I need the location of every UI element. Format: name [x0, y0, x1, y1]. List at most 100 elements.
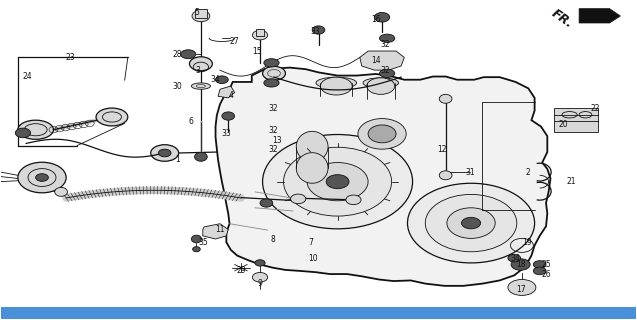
Ellipse shape — [346, 195, 361, 204]
Text: 32: 32 — [380, 40, 390, 49]
Ellipse shape — [316, 77, 357, 89]
Bar — [1, 307, 636, 319]
Polygon shape — [360, 51, 404, 70]
Text: 32: 32 — [268, 104, 278, 113]
Ellipse shape — [307, 163, 368, 201]
Ellipse shape — [533, 267, 546, 275]
Text: 34: 34 — [211, 75, 220, 84]
Ellipse shape — [440, 94, 452, 103]
Text: 23: 23 — [66, 53, 75, 62]
Text: 13: 13 — [273, 136, 282, 145]
Ellipse shape — [380, 69, 395, 77]
Ellipse shape — [96, 108, 128, 126]
Text: 19: 19 — [522, 238, 532, 247]
Text: 6: 6 — [189, 116, 194, 126]
Text: 24: 24 — [22, 72, 32, 81]
Polygon shape — [579, 9, 620, 23]
Ellipse shape — [447, 208, 495, 238]
Text: 26: 26 — [541, 269, 551, 279]
Ellipse shape — [296, 131, 328, 162]
Polygon shape — [218, 86, 234, 98]
Text: 3: 3 — [196, 66, 200, 75]
Ellipse shape — [36, 174, 48, 181]
Ellipse shape — [363, 78, 399, 88]
Text: 34: 34 — [511, 254, 520, 263]
Ellipse shape — [222, 112, 234, 120]
Text: 33: 33 — [222, 129, 231, 138]
Text: 27: 27 — [230, 37, 240, 46]
Text: 5: 5 — [194, 8, 199, 17]
Ellipse shape — [508, 279, 536, 295]
Ellipse shape — [508, 254, 520, 262]
Ellipse shape — [15, 128, 31, 138]
Ellipse shape — [511, 259, 530, 270]
Bar — [554, 108, 598, 132]
Text: 20: 20 — [559, 120, 568, 129]
Text: 35: 35 — [198, 238, 208, 247]
Ellipse shape — [252, 272, 268, 282]
Ellipse shape — [260, 199, 273, 207]
Text: 21: 21 — [567, 177, 576, 186]
Ellipse shape — [296, 153, 328, 183]
Text: 2: 2 — [526, 168, 531, 177]
Ellipse shape — [189, 57, 212, 71]
Ellipse shape — [262, 66, 285, 80]
Ellipse shape — [262, 134, 413, 229]
Ellipse shape — [533, 261, 546, 268]
Ellipse shape — [255, 260, 265, 266]
Ellipse shape — [159, 149, 171, 157]
Ellipse shape — [180, 50, 196, 59]
Text: FR.: FR. — [548, 7, 575, 31]
Text: 4: 4 — [229, 91, 234, 100]
Text: 7: 7 — [308, 238, 313, 247]
Ellipse shape — [375, 12, 390, 22]
Text: 11: 11 — [215, 225, 225, 234]
Ellipse shape — [264, 79, 279, 87]
Text: 32: 32 — [268, 145, 278, 154]
Text: 30: 30 — [173, 82, 182, 91]
Ellipse shape — [462, 217, 480, 229]
Text: 32: 32 — [380, 66, 390, 75]
Bar — [194, 9, 207, 18]
Text: 16: 16 — [371, 15, 380, 24]
Ellipse shape — [194, 152, 207, 161]
Ellipse shape — [312, 26, 325, 34]
Ellipse shape — [191, 83, 210, 89]
Text: 29: 29 — [236, 266, 246, 276]
Text: 8: 8 — [270, 235, 275, 244]
Text: 22: 22 — [590, 104, 600, 113]
Ellipse shape — [326, 175, 349, 189]
Ellipse shape — [408, 183, 534, 263]
Ellipse shape — [320, 77, 352, 95]
Text: 32: 32 — [268, 126, 278, 135]
Text: 1: 1 — [175, 155, 180, 164]
Ellipse shape — [252, 30, 268, 40]
Ellipse shape — [18, 120, 54, 139]
Ellipse shape — [192, 247, 200, 252]
Bar — [255, 29, 264, 36]
Polygon shape — [203, 224, 228, 239]
Ellipse shape — [215, 76, 228, 84]
Ellipse shape — [380, 34, 395, 43]
Ellipse shape — [283, 147, 392, 216]
Ellipse shape — [191, 235, 201, 243]
Text: 10: 10 — [308, 254, 318, 263]
Ellipse shape — [55, 188, 68, 196]
Ellipse shape — [192, 10, 210, 22]
Text: 12: 12 — [438, 145, 447, 154]
Ellipse shape — [358, 119, 406, 149]
Text: 15: 15 — [252, 46, 262, 56]
Ellipse shape — [290, 194, 306, 204]
Polygon shape — [215, 68, 550, 286]
Text: 17: 17 — [516, 285, 526, 294]
Text: 31: 31 — [465, 168, 475, 177]
Text: 18: 18 — [516, 260, 526, 269]
Ellipse shape — [426, 195, 517, 252]
Text: 28: 28 — [173, 50, 182, 59]
Ellipse shape — [367, 78, 395, 94]
Ellipse shape — [18, 162, 66, 193]
Ellipse shape — [264, 59, 279, 67]
Text: 33: 33 — [310, 28, 320, 36]
Text: 14: 14 — [371, 56, 380, 65]
Ellipse shape — [151, 145, 178, 161]
